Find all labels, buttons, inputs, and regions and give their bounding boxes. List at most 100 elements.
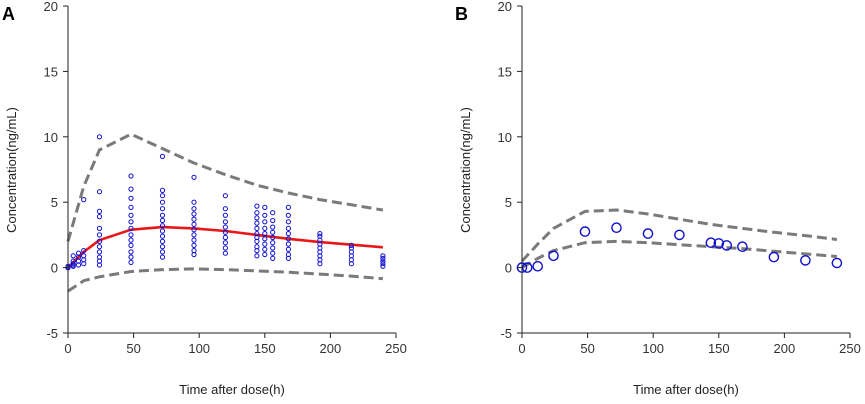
- panel-a-observed-point: [81, 253, 87, 259]
- panel-a-observed-point: [254, 225, 260, 231]
- panel-a-observed-point: [128, 254, 134, 260]
- panel-a-observed-point: [254, 203, 260, 209]
- panel-a-observed-point: [270, 229, 276, 235]
- panel-a-observed-point: [262, 204, 268, 210]
- panel-a-x-axis-title: Time after dose(h): [179, 382, 285, 397]
- panel-a-observed-point: [159, 233, 166, 239]
- panel-b-x-tick-label: 100: [642, 341, 664, 356]
- panel-a-y-axis-title: Concentration(ng/mL): [4, 107, 19, 233]
- panel-a-observed-point: [270, 234, 276, 241]
- panel-a-observed-point: [262, 212, 268, 218]
- panel-b-observed-point: [713, 238, 725, 249]
- panel-a-observed-point: [96, 214, 103, 220]
- panel-a-observed-point: [128, 204, 134, 210]
- panel-a-x-tick-label: 0: [64, 341, 71, 356]
- panel-a-observed-point: [159, 217, 166, 224]
- panel-a-observed-point: [380, 263, 386, 269]
- panel-a-observed-point: [159, 238, 166, 244]
- panel-a-observed-point: [222, 212, 228, 218]
- panel-a-observed-point: [380, 258, 386, 264]
- panel-a-observed-point: [159, 249, 166, 255]
- panel-a: A 0 50 100 150 200 250 -5 0 5 10 15 20 Time after d…: [2, 0, 407, 397]
- panel-a-observed-point: [191, 174, 197, 180]
- panel-b-upper-interval-line: [520, 208, 838, 263]
- panel-b-y-tick-label: 20: [498, 0, 512, 14]
- panel-a-y-tick-label: 5: [51, 195, 58, 210]
- panel-a-observed-point: [96, 134, 103, 140]
- panel-a-observed-point: [254, 220, 260, 226]
- panel-a-letter: A: [2, 4, 15, 24]
- panel-a-observed-point: [254, 215, 260, 221]
- panel-b-y-axis-title: Concentration(ng/mL): [458, 107, 473, 233]
- panel-a-observed-point: [285, 225, 291, 231]
- panel-a-observed-point: [191, 237, 197, 243]
- panel-a-observed-point: [317, 231, 323, 237]
- panel-a-observed-point: [380, 261, 386, 267]
- panel-a-observed-point: [191, 227, 197, 233]
- panel-a-observed-point: [348, 245, 354, 251]
- panel-a-observed-point: [96, 254, 103, 260]
- panel-a-observed-point: [191, 216, 197, 222]
- panel-a-observed-point: [254, 253, 260, 259]
- panel-a-upper-interval-line: [66, 132, 384, 242]
- panel-b-x-tick-label: 200: [774, 341, 796, 356]
- panel-a-observed-point: [128, 225, 134, 231]
- panel-a-y-tick-label: -5: [46, 326, 58, 341]
- panel-a-observed-point: [222, 206, 228, 212]
- panel-a-observed-point: [159, 193, 166, 199]
- panel-a-observed-point: [159, 199, 166, 205]
- panel-b-y-tick-label: 10: [498, 130, 512, 145]
- panel-a-observed-point: [380, 253, 386, 259]
- panel-a-observed-point: [222, 250, 228, 256]
- panel-a-observed-point: [348, 242, 354, 248]
- panel-b-observed-point: [800, 255, 811, 266]
- panel-a-observed-point: [128, 242, 134, 248]
- panel-a-observed-point: [128, 232, 134, 238]
- panel-a-x-tick-label: 200: [320, 341, 342, 356]
- panel-b-observed-point: [831, 257, 843, 269]
- panel-a-observed-point: [191, 221, 197, 227]
- panel-a-observed-point: [262, 231, 268, 237]
- panel-a-observed-point: [317, 233, 323, 239]
- panel-a-observed-point: [159, 254, 166, 260]
- panel-a-observed-point: [128, 249, 134, 255]
- panel-a-observed-point: [262, 241, 268, 247]
- panel-b-y-tick-label: 5: [505, 195, 512, 210]
- panel-a-observed-point: [96, 208, 103, 214]
- panel-a-observed-point: [191, 232, 197, 238]
- panel-b-observed-point: [611, 222, 622, 233]
- panel-a-observed-point: [285, 204, 291, 210]
- panel-b-observed-point: [642, 228, 654, 239]
- panel-b-y-tick-label: 0: [505, 261, 512, 276]
- panel-a-observed-point: [262, 251, 268, 258]
- panel-a-median-line: [67, 225, 384, 269]
- panel-a-observed-point: [380, 255, 386, 261]
- panel-b-x-axis-title: Time after dose(h): [633, 382, 739, 397]
- panel-a-observed-point: [285, 251, 291, 258]
- panel-b-observed-point: [521, 262, 533, 273]
- panel-a-observed-point: [191, 211, 197, 217]
- panel-a-observed-point: [262, 236, 268, 242]
- panel-b-x-tick-label: 50: [580, 341, 594, 356]
- panel-a-observed-point: [128, 173, 134, 179]
- panel-a-observed-point: [191, 199, 197, 205]
- panel-a-observed-point: [128, 195, 134, 201]
- panel-a-observed-point: [270, 255, 276, 261]
- panel-a-lower-interval-line: [67, 267, 384, 293]
- panel-b-observed-point: [737, 241, 748, 252]
- panel-a-observed-point: [254, 210, 260, 216]
- panel-b-observed-point: [674, 229, 685, 241]
- panel-a-observed-point: [222, 193, 228, 199]
- panel-b-y-tick-label: 15: [498, 64, 512, 79]
- panel-a-observed-point: [159, 206, 166, 212]
- panel-a-observed-point: [191, 248, 197, 254]
- panel-a-observed-point: [70, 262, 76, 268]
- panel-a-x-tick-label: 150: [254, 341, 276, 356]
- panel-a-x-tick-label: 250: [385, 341, 407, 356]
- panel-a-observed-point: [191, 242, 197, 248]
- panel-a-observed-point: [285, 231, 291, 237]
- panel-a-observed-point: [159, 187, 166, 193]
- panel-a-observed-point: [222, 229, 228, 235]
- panel-a-observed-point: [285, 219, 291, 225]
